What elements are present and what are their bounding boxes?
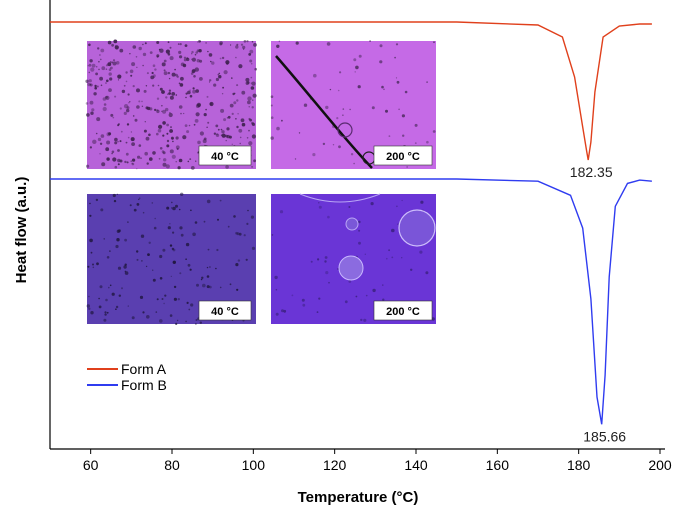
form-b-peak-label: 185.66 — [583, 428, 626, 444]
svg-text:40 °C: 40 °C — [211, 151, 239, 163]
x-ticks — [90, 449, 661, 454]
x-axis-title: Temperature (°C) — [298, 489, 419, 506]
form-b-curve — [50, 178, 652, 425]
form-a-peak-label: 182.35 — [570, 164, 613, 180]
x-tick-label: 120 — [323, 457, 347, 473]
x-tick-label: 100 — [242, 457, 266, 473]
form-a-40c-micrograph: 40 °C — [85, 39, 257, 170]
legend: Form A Form B — [87, 361, 167, 393]
svg-text:200 °C: 200 °C — [386, 306, 420, 318]
y-axis-title: Heat flow (a.u.) — [13, 177, 30, 284]
form-b-200c-micrograph: 200 °C — [271, 193, 436, 324]
x-tick-label: 180 — [567, 457, 591, 473]
x-tick-label: 160 — [486, 457, 510, 473]
svg-text:40 °C: 40 °C — [211, 306, 239, 318]
x-tick-label: 80 — [164, 457, 180, 473]
form-b-40c-micrograph: 40 °C — [86, 192, 256, 325]
legend-label-form-b: Form B — [121, 377, 167, 393]
form-a-curve — [50, 21, 652, 161]
x-tick-label: 200 — [648, 457, 672, 473]
x-tick-labels: 60 80 100 120 140 160 180 200 — [83, 457, 672, 473]
legend-label-form-a: Form A — [121, 361, 167, 377]
svg-text:200 °C: 200 °C — [386, 151, 420, 163]
form-a-200c-micrograph: 200 °C — [270, 40, 436, 169]
x-tick-label: 140 — [404, 457, 428, 473]
x-tick-label: 60 — [83, 457, 99, 473]
